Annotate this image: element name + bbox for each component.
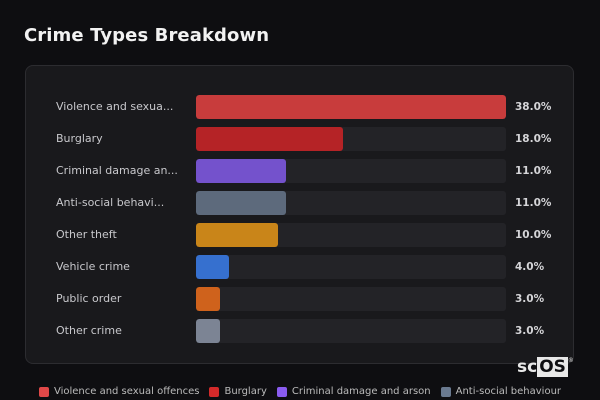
crime-label: Violence and sexua... [56,100,174,113]
bar-track [196,159,506,183]
crime-row: Other crime 3.0% [26,319,573,343]
crime-row: Criminal damage an... 11.0% [26,159,573,183]
crime-percent: 18.0% [515,133,552,145]
legend-label: Burglary [224,386,267,397]
crime-row: Violence and sexua... 38.0% [26,95,573,119]
bar-fill [196,287,221,311]
crime-label: Burglary [56,132,103,145]
crime-percent: 11.0% [515,197,552,209]
legend-label: Violence and sexual offences [53,386,200,397]
crime-label: Other theft [56,228,117,241]
bar-track [196,127,506,151]
crime-row: Other theft 10.0% [26,223,573,247]
bar-fill [196,255,229,279]
legend-swatch [276,386,287,397]
crime-label: Vehicle crime [56,260,130,273]
logo-prefix: sc [517,357,538,377]
page-title: Crime Types Breakdown [24,25,270,46]
legend-item[interactable]: Anti-social behaviour [440,386,562,397]
bar-fill [196,159,286,183]
crime-percent: 38.0% [515,101,552,113]
crime-label: Other crime [56,324,122,337]
logo-boxed: OS [537,357,568,377]
legend-swatch [440,386,451,397]
bar-track [196,95,506,119]
legend-item[interactable]: Violence and sexual offences [38,386,200,397]
legend-swatch [38,386,49,397]
crime-row: Burglary 18.0% [26,127,573,151]
bar-track [196,191,506,215]
crime-label: Criminal damage an... [56,164,178,177]
crime-label: Anti-social behavi... [56,196,165,209]
bar-track [196,319,506,343]
crime-row: Public order 3.0% [26,287,573,311]
scos-logo: sc OS ® [517,357,574,377]
bar-track [196,223,506,247]
legend-swatch [209,386,220,397]
bar-fill [196,95,506,119]
legend-label: Anti-social behaviour [455,386,562,397]
bar-track [196,287,506,311]
crime-percent: 4.0% [515,261,545,273]
crime-breakdown-panel: Violence and sexua... 38.0% Burglary 18.0… [25,65,574,364]
legend-item[interactable]: Burglary [209,386,267,397]
bar-fill [196,319,221,343]
crime-label: Public order [56,292,122,305]
bar-track [196,255,506,279]
bar-fill [196,191,286,215]
bar-fill [196,127,343,151]
crime-percent: 10.0% [515,229,552,241]
crime-percent: 3.0% [515,325,545,337]
crime-row: Vehicle crime 4.0% [26,255,573,279]
legend-label: Criminal damage and arson [291,386,431,397]
bar-fill [196,223,278,247]
crime-percent: 11.0% [515,165,552,177]
crime-row: Anti-social behavi... 11.0% [26,191,573,215]
legend-item[interactable]: Criminal damage and arson [276,386,431,397]
crime-percent: 3.0% [515,293,545,305]
legend: Violence and sexual offences Burglary Crim… [0,386,600,397]
